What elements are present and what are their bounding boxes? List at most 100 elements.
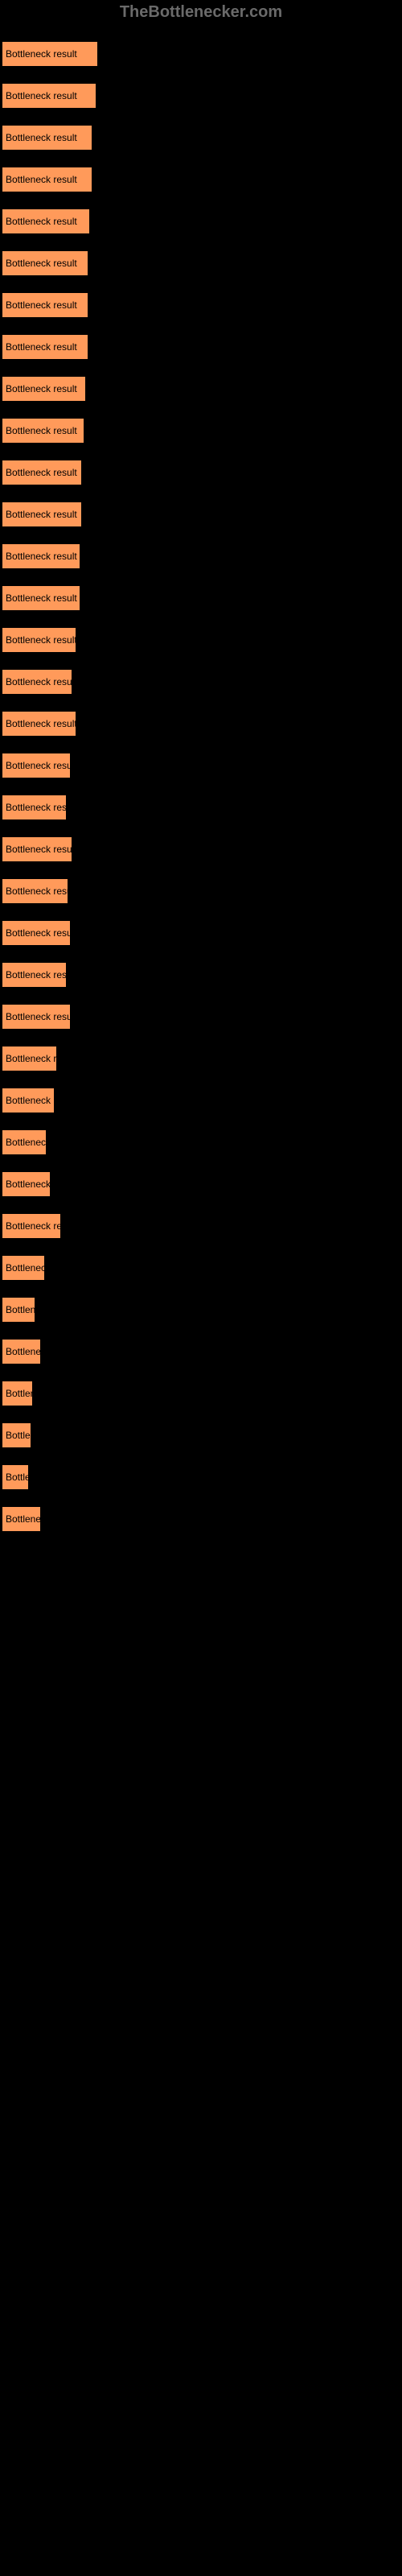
chart-row: Bottleneck result [2, 741, 400, 778]
bar-track: Bottleneck result [2, 1422, 400, 1448]
row-category-label [2, 365, 400, 376]
chart-row: Bottleneck result [2, 1118, 400, 1155]
row-category-label [2, 281, 400, 292]
bar-track: Bottleneck result [2, 1171, 400, 1197]
bar: Bottleneck result [2, 1422, 31, 1448]
chart-row: Bottleneck result 46 [2, 155, 400, 192]
chart-row: Bottleneck result [2, 616, 400, 653]
bar-value-label: 46 [92, 125, 106, 151]
chart-row: Bottleneck result [2, 365, 400, 402]
axis-tick [140, 1540, 141, 1545]
bar-value-label: 46 [92, 167, 106, 192]
bar: Bottleneck result [2, 1213, 61, 1239]
chart-row: Bottleneck result [2, 1202, 400, 1239]
bar-inner-label: Bottleneck result [6, 216, 77, 227]
chart-row: Bottleneck result [2, 532, 400, 569]
row-category-label [2, 1202, 400, 1213]
chart-row: Bottleneck result [2, 490, 400, 527]
chart-row: Bottleneck result [2, 1034, 400, 1071]
chart-row: Bottleneck result [2, 993, 400, 1030]
bar-value-label: 48 [96, 83, 110, 109]
chart-row: Bottleneck result44 [2, 281, 400, 318]
row-category-label [2, 783, 400, 795]
row-category-label [2, 1160, 400, 1171]
bar: Bottleneck result [2, 418, 84, 444]
bar-track: Bottleneck result [2, 669, 400, 695]
row-category-label [2, 825, 400, 836]
bar-track: Bottleneck result [2, 1506, 400, 1532]
bar-track: Bottleneck result49 [2, 41, 400, 67]
bar-track: Bottleneck result [2, 1339, 400, 1364]
axis-tick [80, 1540, 81, 1545]
bar-inner-label: Bottleneck result [6, 1095, 54, 1106]
watermark-text: TheBottlenecker.com [0, 0, 402, 30]
bar-track: Bottleneck result [2, 543, 400, 569]
chart-row: Bottleneck result [2, 909, 400, 946]
bar: Bottleneck result [2, 1088, 55, 1113]
bar: Bottleneck result [2, 543, 80, 569]
bar-inner-label: Bottleneck result [6, 1430, 31, 1441]
bar-track: Bottleneck result [2, 920, 400, 946]
chart-row: Bottleneck result [2, 1076, 400, 1113]
chart-row: Bottleneck result48 [2, 72, 400, 109]
bar: Bottleneck result [2, 292, 88, 318]
chart-row: Bottleneck result44 [2, 323, 400, 360]
axis-tick [61, 1540, 62, 1545]
bar: Bottleneck result [2, 1171, 51, 1197]
axis-tick-label: 20 [36, 1546, 46, 1556]
chart-row: Bottleneck result [2, 1327, 400, 1364]
bar-track: Bottleneck result [2, 376, 400, 402]
bar: Bottleneck result [2, 585, 80, 611]
chart-row: Bottleneck result [2, 658, 400, 695]
bar-inner-label: Bottleneck result [6, 509, 77, 520]
row-category-label [2, 1286, 400, 1297]
bar-value-label: 49 [98, 41, 112, 67]
chart-row: Bottleneck result [2, 407, 400, 444]
row-category-label [2, 574, 400, 585]
axis-tick [179, 1540, 180, 1545]
chart-row: Bottleneck result [2, 1244, 400, 1281]
bar-inner-label: Bottleneck result [6, 1011, 70, 1022]
row-category-label [2, 197, 400, 208]
bar-inner-label: Bottleneck result [6, 132, 77, 143]
bar: Bottleneck result [2, 376, 86, 402]
axis-tick-label: 0 [0, 1546, 4, 1556]
bar-inner-label: Bottleneck result [6, 1179, 50, 1190]
bar-inner-label: Bottleneck result [6, 844, 72, 855]
axis-tick-label: 80 [154, 1546, 164, 1556]
bar: Bottleneck result [2, 1129, 47, 1155]
bar-inner-label: Bottleneck result [6, 592, 77, 604]
bar-track: Bottleneck result [2, 1129, 400, 1155]
bar-inner-label: Bottleneck result [6, 927, 70, 939]
axis-tick [100, 1540, 101, 1545]
bar-track: Bottleneck result [2, 1381, 400, 1406]
bar-inner-label: Bottleneck result [6, 383, 77, 394]
row-category-label [2, 1076, 400, 1088]
bar-track: Bottleneck result [2, 836, 400, 862]
bar-track: Bottleneck result [2, 878, 400, 904]
bar: Bottleneck result [2, 502, 82, 527]
bar-track: Bottleneck result [2, 502, 400, 527]
bar: Bottleneck result [2, 1506, 41, 1532]
bar-track: Bottleneck result [2, 795, 400, 820]
chart-row: Bottleneck result [2, 951, 400, 988]
bar-inner-label: Bottleneck result [6, 425, 77, 436]
row-category-label [2, 1453, 400, 1464]
bar-inner-label: Bottleneck result [6, 718, 76, 729]
bar: Bottleneck result [2, 920, 71, 946]
row-category-label [2, 448, 400, 460]
bar-inner-label: Bottleneck result [6, 676, 72, 687]
row-category-label [2, 909, 400, 920]
bar-value-label: 45 [90, 208, 104, 234]
axis-tick-label: 100 [191, 1546, 206, 1556]
bar-track: Bottleneck result [2, 753, 400, 778]
axis-tick-label: 90 [174, 1546, 183, 1556]
row-category-label [2, 1118, 400, 1129]
row-category-label [2, 72, 400, 83]
chart-row: Bottleneck result49 [2, 30, 400, 67]
bar-chart: Bottleneck result49Bottleneck result48Bo… [0, 30, 402, 1596]
bar-inner-label: Bottleneck result [6, 174, 77, 185]
chart-row: Bottleneck result [2, 1453, 400, 1490]
bar: Bottleneck result [2, 1297, 35, 1323]
bar: Bottleneck result [2, 1004, 71, 1030]
